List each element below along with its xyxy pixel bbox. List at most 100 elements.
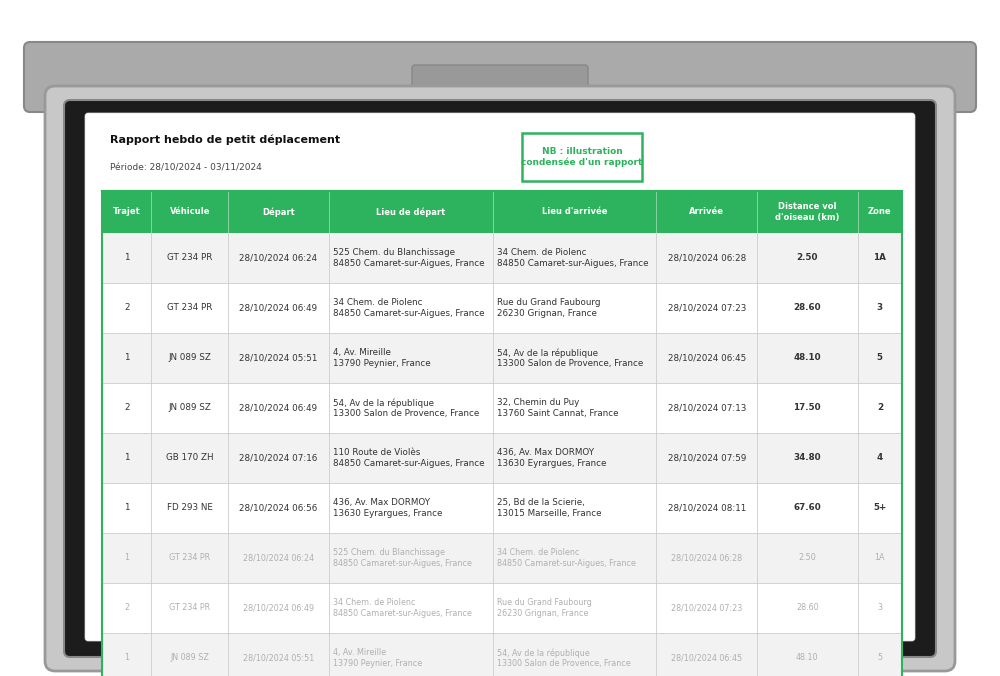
Text: 28/10/2024 05:51: 28/10/2024 05:51 xyxy=(239,354,318,362)
Text: JN 089 SZ: JN 089 SZ xyxy=(170,654,209,662)
Text: FD 293 NE: FD 293 NE xyxy=(167,504,213,512)
Text: 48.10: 48.10 xyxy=(794,354,821,362)
Text: 525 Chem. du Blanchissage
84850 Camaret-sur-Aigues, France: 525 Chem. du Blanchissage 84850 Camaret-… xyxy=(333,548,472,568)
Text: 34 Chem. de Piolenc
84850 Camaret-sur-Aigues, France: 34 Chem. de Piolenc 84850 Camaret-sur-Ai… xyxy=(497,548,635,568)
FancyBboxPatch shape xyxy=(412,65,588,101)
Bar xyxy=(102,233,902,283)
Text: 1: 1 xyxy=(124,454,129,462)
Text: GT 234 PR: GT 234 PR xyxy=(169,554,210,562)
Text: 67.60: 67.60 xyxy=(793,504,821,512)
Text: 5+: 5+ xyxy=(873,504,886,512)
Text: 34.80: 34.80 xyxy=(794,454,821,462)
Text: Rue du Grand Faubourg
26230 Grignan, France: Rue du Grand Faubourg 26230 Grignan, Fra… xyxy=(497,598,591,618)
Text: 5: 5 xyxy=(877,354,883,362)
Text: Départ: Départ xyxy=(262,208,295,217)
Text: 28/10/2024 06:49: 28/10/2024 06:49 xyxy=(239,404,318,412)
Text: Zone: Zone xyxy=(868,208,892,216)
Text: Lieu d'arrivée: Lieu d'arrivée xyxy=(542,208,607,216)
Text: 28/10/2024 07:59: 28/10/2024 07:59 xyxy=(668,454,746,462)
Text: JN 089 SZ: JN 089 SZ xyxy=(168,404,211,412)
Text: 1A: 1A xyxy=(873,254,886,262)
Bar xyxy=(102,383,902,433)
Text: 25, Bd de la Scierie,
13015 Marseille, France: 25, Bd de la Scierie, 13015 Marseille, F… xyxy=(497,498,601,518)
Text: 32, Chemin du Puy
13760 Saint Cannat, France: 32, Chemin du Puy 13760 Saint Cannat, Fr… xyxy=(497,398,618,418)
Text: 4, Av. Mireille
13790 Peynier, France: 4, Av. Mireille 13790 Peynier, France xyxy=(333,348,430,368)
Text: 1: 1 xyxy=(124,354,129,362)
Text: 28/10/2024 06:24: 28/10/2024 06:24 xyxy=(243,554,314,562)
Text: GT 234 PR: GT 234 PR xyxy=(167,254,213,262)
FancyBboxPatch shape xyxy=(85,113,915,641)
FancyBboxPatch shape xyxy=(64,100,936,657)
Text: 28/10/2024 06:28: 28/10/2024 06:28 xyxy=(668,254,746,262)
Text: 28/10/2024 06:56: 28/10/2024 06:56 xyxy=(239,504,318,512)
Text: 2: 2 xyxy=(124,304,129,312)
Text: 436, Av. Max DORMOY
13630 Eyrargues, France: 436, Av. Max DORMOY 13630 Eyrargues, Fra… xyxy=(497,448,606,468)
Text: GB 170 ZH: GB 170 ZH xyxy=(166,454,214,462)
Text: 4, Av. Mireille
13790 Peynier, France: 4, Av. Mireille 13790 Peynier, France xyxy=(333,648,422,668)
Text: 525 Chem. du Blanchissage
84850 Camaret-sur-Aigues, France: 525 Chem. du Blanchissage 84850 Camaret-… xyxy=(333,248,484,268)
Text: 2: 2 xyxy=(877,404,883,412)
Bar xyxy=(102,533,902,583)
Text: Arrivée: Arrivée xyxy=(689,208,724,216)
Text: 34 Chem. de Piolenc
84850 Camaret-sur-Aigues, France: 34 Chem. de Piolenc 84850 Camaret-sur-Ai… xyxy=(497,248,648,268)
Bar xyxy=(522,133,642,181)
Text: Rue du Grand Faubourg
26230 Grignan, France: Rue du Grand Faubourg 26230 Grignan, Fra… xyxy=(497,298,600,318)
Text: GT 234 PR: GT 234 PR xyxy=(169,604,210,612)
Text: 1A: 1A xyxy=(875,554,885,562)
Text: 54, Av de la république
13300 Salon de Provence, France: 54, Av de la république 13300 Salon de P… xyxy=(497,348,643,368)
Text: 17.50: 17.50 xyxy=(794,404,821,412)
Bar xyxy=(102,191,902,233)
Text: 34 Chem. de Piolenc
84850 Camaret-sur-Aigues, France: 34 Chem. de Piolenc 84850 Camaret-sur-Ai… xyxy=(333,598,472,618)
Bar xyxy=(102,483,902,533)
Text: 1: 1 xyxy=(124,654,129,662)
Text: 110 Route de Violès
84850 Camaret-sur-Aigues, France: 110 Route de Violès 84850 Camaret-sur-Ai… xyxy=(333,448,484,468)
Text: 28/10/2024 06:45: 28/10/2024 06:45 xyxy=(671,654,742,662)
Text: 48.10: 48.10 xyxy=(796,654,819,662)
Bar xyxy=(102,583,902,633)
Text: 2.50: 2.50 xyxy=(797,254,818,262)
Text: 28.60: 28.60 xyxy=(796,604,819,612)
Text: 28/10/2024 05:51: 28/10/2024 05:51 xyxy=(243,654,314,662)
Text: 28/10/2024 07:13: 28/10/2024 07:13 xyxy=(668,404,746,412)
Text: Rapport hebdo de petit déplacement: Rapport hebdo de petit déplacement xyxy=(110,135,340,145)
Text: 28/10/2024 06:49: 28/10/2024 06:49 xyxy=(239,304,318,312)
Text: Véhicule: Véhicule xyxy=(170,208,210,216)
Text: 5: 5 xyxy=(877,654,882,662)
Text: 3: 3 xyxy=(877,604,882,612)
Bar xyxy=(102,191,902,676)
Text: 1: 1 xyxy=(124,554,129,562)
Text: Période: 28/10/2024 - 03/11/2024: Période: 28/10/2024 - 03/11/2024 xyxy=(110,164,262,172)
Text: 28/10/2024 06:24: 28/10/2024 06:24 xyxy=(239,254,318,262)
Text: 28/10/2024 07:23: 28/10/2024 07:23 xyxy=(668,304,746,312)
Text: 28/10/2024 06:45: 28/10/2024 06:45 xyxy=(668,354,746,362)
Text: 436, Av. Max DORMOY
13630 Eyrargues, France: 436, Av. Max DORMOY 13630 Eyrargues, Fra… xyxy=(333,498,442,518)
Text: 2.50: 2.50 xyxy=(798,554,816,562)
Text: 28.60: 28.60 xyxy=(794,304,821,312)
Text: 4: 4 xyxy=(877,454,883,462)
Text: 28/10/2024 07:23: 28/10/2024 07:23 xyxy=(671,604,742,612)
Text: 28/10/2024 06:28: 28/10/2024 06:28 xyxy=(671,554,742,562)
FancyBboxPatch shape xyxy=(45,86,955,671)
Bar xyxy=(102,433,902,483)
Text: 34 Chem. de Piolenc
84850 Camaret-sur-Aigues, France: 34 Chem. de Piolenc 84850 Camaret-sur-Ai… xyxy=(333,298,484,318)
Text: 28/10/2024 07:16: 28/10/2024 07:16 xyxy=(239,454,318,462)
Text: 28/10/2024 08:11: 28/10/2024 08:11 xyxy=(668,504,746,512)
Text: 3: 3 xyxy=(877,304,883,312)
Bar xyxy=(102,633,902,676)
Text: 2: 2 xyxy=(124,604,129,612)
Text: NB : illustration
condensée d'un rapport: NB : illustration condensée d'un rapport xyxy=(521,147,643,167)
Text: 2: 2 xyxy=(124,404,129,412)
Text: 28/10/2024 06:49: 28/10/2024 06:49 xyxy=(243,604,314,612)
Text: 54, Av de la république
13300 Salon de Provence, France: 54, Av de la république 13300 Salon de P… xyxy=(497,648,630,668)
Text: Trajet: Trajet xyxy=(113,208,141,216)
Text: JN 089 SZ: JN 089 SZ xyxy=(168,354,211,362)
Text: Lieu de départ: Lieu de départ xyxy=(376,208,445,217)
Text: 1: 1 xyxy=(124,254,129,262)
Text: 54, Av de la république
13300 Salon de Provence, France: 54, Av de la république 13300 Salon de P… xyxy=(333,398,479,418)
Text: Distance vol
d'oiseau (km): Distance vol d'oiseau (km) xyxy=(775,202,840,222)
Bar xyxy=(102,283,902,333)
FancyBboxPatch shape xyxy=(24,42,976,112)
Text: GT 234 PR: GT 234 PR xyxy=(167,304,213,312)
Text: 1: 1 xyxy=(124,504,129,512)
Bar xyxy=(102,333,902,383)
